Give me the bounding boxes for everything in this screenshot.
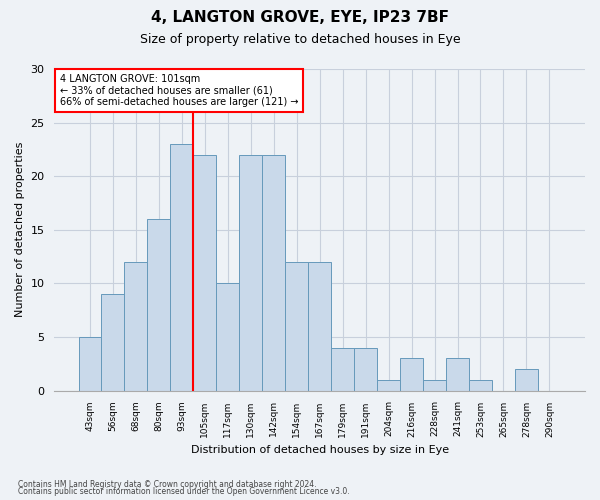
Text: Size of property relative to detached houses in Eye: Size of property relative to detached ho…	[140, 32, 460, 46]
Bar	[101, 294, 124, 390]
Bar	[446, 358, 469, 390]
Bar	[285, 262, 308, 390]
Text: Contains HM Land Registry data © Crown copyright and database right 2024.: Contains HM Land Registry data © Crown c…	[18, 480, 317, 489]
Bar	[124, 262, 148, 390]
Bar	[148, 219, 170, 390]
Text: Contains public sector information licensed under the Open Government Licence v3: Contains public sector information licen…	[18, 487, 350, 496]
Bar	[354, 348, 377, 391]
Bar	[331, 348, 354, 391]
Bar	[262, 155, 285, 390]
Bar	[170, 144, 193, 390]
Bar	[515, 369, 538, 390]
Bar	[217, 284, 239, 391]
Bar	[377, 380, 400, 390]
Bar	[400, 358, 423, 390]
Text: 4 LANGTON GROVE: 101sqm
← 33% of detached houses are smaller (61)
66% of semi-de: 4 LANGTON GROVE: 101sqm ← 33% of detache…	[60, 74, 298, 107]
Bar	[469, 380, 492, 390]
Text: 4, LANGTON GROVE, EYE, IP23 7BF: 4, LANGTON GROVE, EYE, IP23 7BF	[151, 10, 449, 25]
X-axis label: Distribution of detached houses by size in Eye: Distribution of detached houses by size …	[191, 445, 449, 455]
Bar	[193, 155, 217, 390]
Bar	[423, 380, 446, 390]
Bar	[79, 337, 101, 390]
Bar	[239, 155, 262, 390]
Y-axis label: Number of detached properties: Number of detached properties	[15, 142, 25, 318]
Bar	[308, 262, 331, 390]
